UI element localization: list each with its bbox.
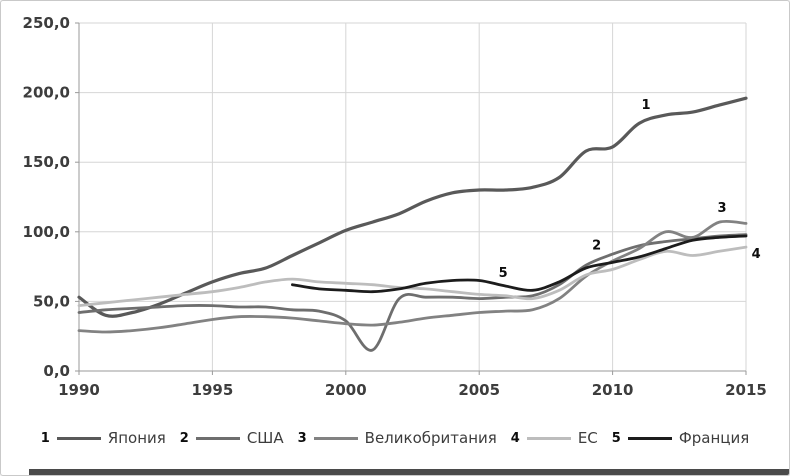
- legend-number-4: 4: [510, 430, 520, 446]
- legend-label-uk: Великобритания: [364, 429, 497, 447]
- series-number-label-1: 1: [641, 98, 650, 113]
- legend-label-japan: Япония: [107, 429, 166, 447]
- page-edge-strip: [29, 469, 789, 475]
- x-tick-label: 2000: [325, 381, 367, 399]
- legend-swatch-5: [627, 436, 672, 440]
- legend-item-5: 5 Франция: [612, 429, 749, 447]
- legend-item-3: 3 Великобритания: [298, 429, 497, 447]
- series-line-2: [77, 233, 748, 352]
- legend-label-france: Франция: [678, 429, 750, 447]
- legend-swatch-4: [526, 436, 571, 440]
- legend-item-2: 2 США: [180, 429, 284, 447]
- legend-number-3: 3: [297, 430, 307, 446]
- series-line-5: [291, 234, 748, 294]
- x-tick-label: 1990: [58, 381, 100, 399]
- legend-label-eu: ЕС: [577, 429, 598, 447]
- series-line-1: [77, 96, 748, 318]
- series-number-label-5: 5: [499, 266, 508, 281]
- y-tick-label: 50,0: [33, 292, 70, 310]
- y-tick-label: 150,0: [23, 153, 70, 171]
- y-tick-label: 200,0: [23, 84, 70, 102]
- series-line-3: [77, 219, 748, 334]
- legend-swatch-3: [313, 436, 358, 440]
- x-tick-label: 2015: [725, 381, 767, 399]
- y-tick-label: 100,0: [23, 223, 70, 241]
- legend-item-4: 4 ЕС: [511, 429, 598, 447]
- legend-swatch-2: [195, 436, 240, 440]
- y-tick-label: 0,0: [43, 362, 70, 380]
- legend-swatch-1: [56, 436, 101, 440]
- legend-number-1: 1: [40, 430, 50, 446]
- legend-item-1: 1 Япония: [41, 429, 166, 447]
- legend: 1 Япония 2 США 3 Великобритания 4 ЕС 5 Ф…: [1, 429, 789, 447]
- x-tick-label: 2010: [592, 381, 634, 399]
- series-number-label-4: 4: [752, 247, 761, 262]
- x-tick-label: 1995: [192, 381, 234, 399]
- series-number-label-3: 3: [717, 201, 726, 216]
- chart-svg: 0,0 50,0 100,0 150,0 200,0 250,0 1990 1995 2000 2…: [23, 14, 767, 399]
- series-line-4: [77, 245, 748, 307]
- legend-number-2: 2: [179, 430, 189, 446]
- x-tick-label: 2005: [458, 381, 500, 399]
- series-number-label-2: 2: [592, 239, 601, 254]
- y-tick-label: 250,0: [23, 14, 70, 32]
- legend-number-5: 5: [611, 430, 621, 446]
- legend-label-usa: США: [246, 429, 284, 447]
